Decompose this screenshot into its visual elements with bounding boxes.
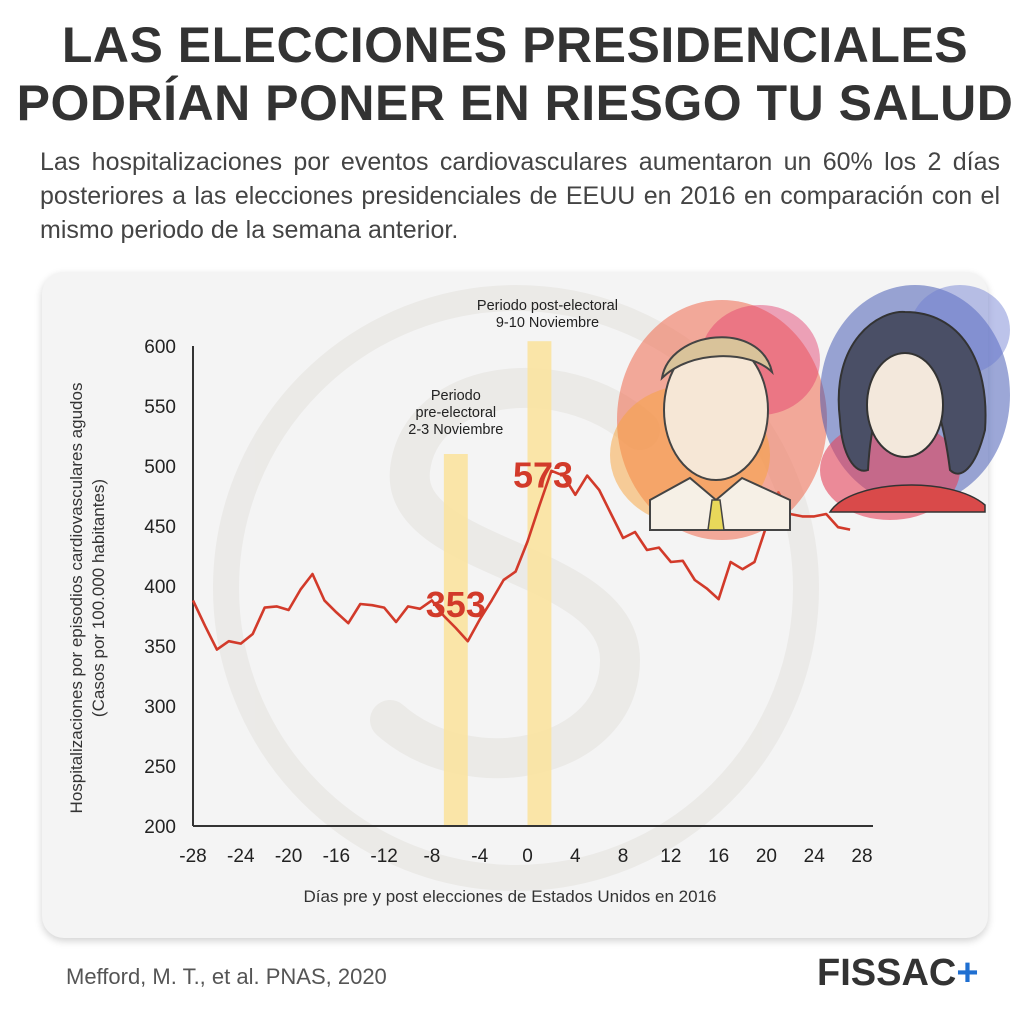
y-axis-label: Hospitalizaciones por episodios cardiova… xyxy=(67,383,108,814)
x-tick-label: 12 xyxy=(660,846,681,867)
brand-name: FISSAC xyxy=(817,952,957,994)
x-tick-label: 4 xyxy=(570,846,581,867)
y-axis-label-line-1: Hospitalizaciones por episodios cardiova… xyxy=(67,383,86,814)
y-tick-label: 500 xyxy=(144,457,176,478)
x-tick-label: -12 xyxy=(370,846,397,867)
y-tick-label: 350 xyxy=(144,637,176,658)
x-tick-label: -8 xyxy=(423,846,440,867)
series-line xyxy=(191,469,851,651)
title-line-1: LAS ELECCIONES PRESIDENCIALES xyxy=(61,17,969,73)
y-tick-label: 250 xyxy=(144,757,176,778)
x-tick-label: -20 xyxy=(275,846,302,867)
x-tick-label: 16 xyxy=(708,846,729,867)
portrait-illustration-right xyxy=(820,285,1010,520)
value-annotation: 573 xyxy=(513,455,573,496)
brand-logo: FISSAC+ xyxy=(817,952,979,995)
title-line-2: PODRÍAN PONER EN RIESGO TU SALUD xyxy=(16,75,1014,131)
value-annotation: 353 xyxy=(426,584,486,625)
x-tick-label: 24 xyxy=(804,846,826,867)
x-tick-label: -4 xyxy=(471,846,488,867)
x-tick-label: 8 xyxy=(618,846,629,867)
highlight-label-post: 9-10 Noviembre xyxy=(496,315,599,331)
x-tick-label: 0 xyxy=(522,846,533,867)
x-tick-label: -24 xyxy=(227,846,255,867)
highlight-band-1 xyxy=(443,454,468,826)
x-tick-label: 28 xyxy=(851,846,872,867)
page-title: LAS ELECCIONES PRESIDENCIALES PODRÍAN PO… xyxy=(0,16,1030,132)
highlight-label-pre: 2-3 Noviembre xyxy=(408,422,503,438)
x-tick-label: -28 xyxy=(179,846,206,867)
y-tick-label: 300 xyxy=(144,697,176,718)
highlight-label-pre: pre-electoral xyxy=(416,405,497,421)
brand-plus-icon: + xyxy=(956,952,979,994)
x-axis-label: Días pre y post elecciones de Estados Un… xyxy=(304,887,717,906)
y-tick-label: 450 xyxy=(144,517,176,538)
x-tick-label: 20 xyxy=(756,846,777,867)
subtitle: Las hospitalizaciones por eventos cardio… xyxy=(40,148,1000,244)
y-tick-label: 200 xyxy=(144,817,176,838)
source-citation: Mefford, M. T., et al. PNAS, 2020 xyxy=(66,964,387,989)
highlight-label-pre: Periodo xyxy=(431,388,481,404)
y-tick-label: 600 xyxy=(144,337,176,358)
highlight-label-post: Periodo post-electoral xyxy=(477,298,618,314)
portrait-illustration-left xyxy=(610,300,827,540)
y-tick-label: 550 xyxy=(144,397,176,418)
y-tick-label: 400 xyxy=(144,577,176,598)
y-axis-label-line-2: (Casos por 100.000 habitantes) xyxy=(89,479,108,717)
highlight-band-2 xyxy=(527,341,552,826)
x-tick-label: -16 xyxy=(323,846,350,867)
